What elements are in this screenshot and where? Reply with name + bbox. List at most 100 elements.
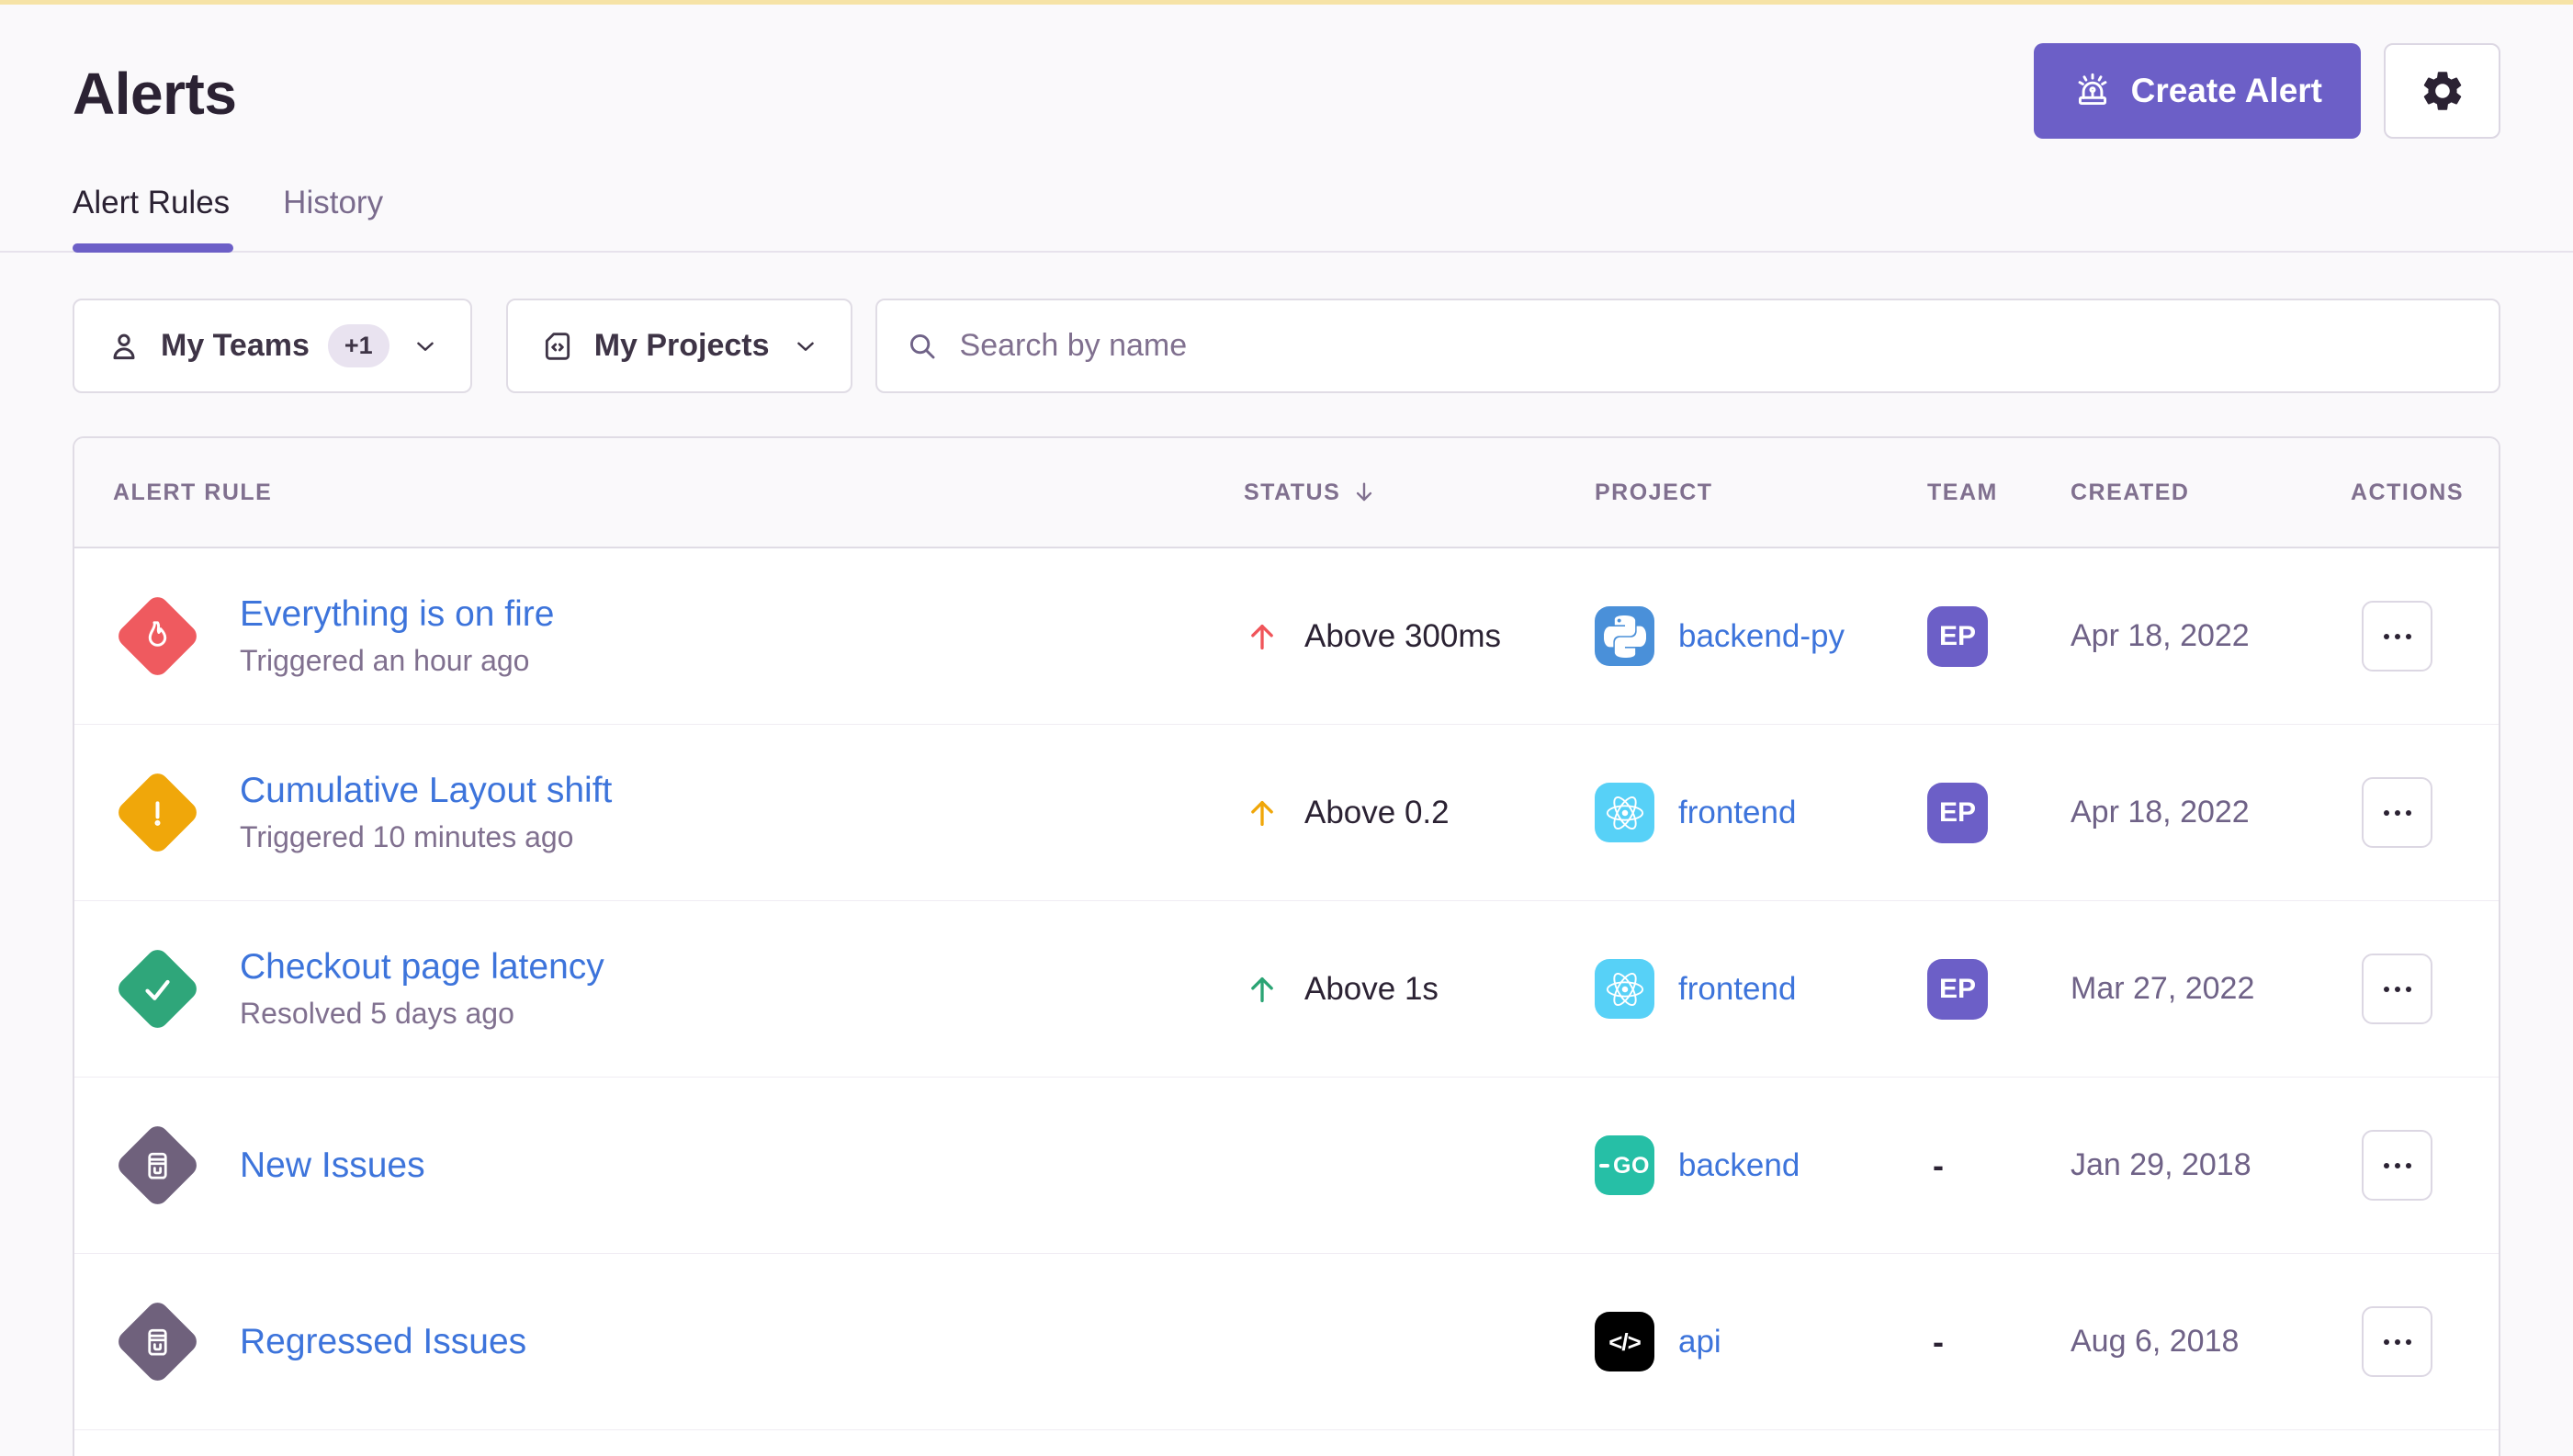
project-icon xyxy=(539,328,576,365)
created-date: Apr 18, 2022 xyxy=(2071,618,2250,653)
alert-rule-cell: New Issues xyxy=(74,1122,1244,1210)
alerts-settings-button[interactable] xyxy=(2384,43,2500,139)
teams-filter-dropdown[interactable]: My Teams +1 xyxy=(73,299,472,393)
teams-filter-label: My Teams xyxy=(161,328,310,363)
project-link[interactable]: backend xyxy=(1678,1146,1800,1183)
team-cell: EP xyxy=(1927,958,2071,1020)
alert-rule-link[interactable]: Cumulative Layout shift xyxy=(240,771,613,810)
table-row: New Issues xyxy=(74,1078,2499,1254)
alert-type-icon xyxy=(113,1298,201,1386)
alert-rule-trigger-status: Triggered an hour ago xyxy=(240,644,530,677)
project-link[interactable]: frontend xyxy=(1678,794,1797,830)
column-header-team: TEAM xyxy=(1927,479,1998,505)
arrow-up-icon xyxy=(1244,971,1281,1008)
python-icon xyxy=(1603,615,1646,658)
alert-rule-cell: Checkout page latency Resolved 5 days ag… xyxy=(74,945,1244,1033)
alert-rule-link[interactable]: New Issues xyxy=(240,1145,425,1185)
create-alert-label: Create Alert xyxy=(2130,72,2322,109)
team-badge: EP xyxy=(1927,605,1988,667)
chevron-down-icon xyxy=(792,333,819,360)
alerts-page: Alerts Create Alert xyxy=(0,5,2573,1456)
alert-rule-link[interactable]: Everything is on fire xyxy=(240,594,555,634)
row-actions-button[interactable] xyxy=(2362,601,2432,672)
tab-bar: Alert Rules History xyxy=(0,185,2573,253)
alert-rule-link[interactable]: Checkout page latency xyxy=(240,947,604,987)
project-link[interactable]: frontend xyxy=(1678,970,1797,1007)
table-row: Everything is on fire Triggered an hour … xyxy=(74,548,2499,725)
status-cell: Above 0.2 xyxy=(1244,795,1595,831)
search-icon xyxy=(905,329,940,364)
team-badge: EP xyxy=(1927,782,1988,843)
created-date: Jan 29, 2018 xyxy=(2071,1147,2251,1182)
status-cell: Above 300ms xyxy=(1244,618,1595,655)
row-actions-button[interactable] xyxy=(2362,1306,2432,1377)
project-cell: GO </> frontend xyxy=(1595,783,1927,842)
actions-cell xyxy=(2361,954,2499,1024)
alert-type-icon xyxy=(113,945,201,1033)
actions-cell xyxy=(2361,1130,2499,1201)
create-alert-button[interactable]: Create Alert xyxy=(2033,43,2361,139)
search-input[interactable] xyxy=(959,328,2471,364)
created-date: Aug 6, 2018 xyxy=(2071,1324,2240,1359)
alert-rule-text: Cumulative Layout shift Triggered 10 min… xyxy=(240,771,612,854)
header-actions: Create Alert xyxy=(2033,43,2500,139)
tab-alert-rules[interactable]: Alert Rules xyxy=(73,185,234,253)
alert-rule-trigger-status: Triggered 10 minutes ago xyxy=(240,820,574,853)
table-row: Cumulative Layout shift Triggered 10 min… xyxy=(74,725,2499,901)
projects-filter-dropdown[interactable]: My Projects xyxy=(505,299,852,393)
alert-rule-cell: Everything is on fire Triggered an hour … xyxy=(74,593,1244,681)
row-actions-button[interactable] xyxy=(2362,777,2432,848)
project-cell: GO </> api xyxy=(1595,1312,1927,1371)
alert-rules-table: ALERT RULE STATUS PROJECT TEAM CREATED A… xyxy=(73,436,2500,1456)
created-date: Apr 18, 2022 xyxy=(2071,795,2250,830)
project-cell: GO </> frontend xyxy=(1595,959,1927,1019)
alert-rule-trigger-status: Resolved 5 days ago xyxy=(240,997,514,1030)
row-actions-button[interactable] xyxy=(2362,954,2432,1024)
issues-icon xyxy=(138,1146,176,1185)
team-cell: - xyxy=(1927,1146,2071,1185)
created-date: Mar 27, 2022 xyxy=(2071,971,2255,1006)
actions-cell xyxy=(2361,1306,2499,1377)
project-link[interactable]: backend-py xyxy=(1678,617,1845,654)
column-header-project: PROJECT xyxy=(1595,479,1713,505)
gear-icon xyxy=(2419,67,2466,115)
project-cell: GO </> backend xyxy=(1595,1135,1927,1195)
team-cell: - xyxy=(1927,1323,2071,1361)
table-row: Regressed Issues xyxy=(74,1254,2499,1430)
project-platform-icon: GO </> xyxy=(1595,783,1654,842)
row-actions-button[interactable] xyxy=(2362,1130,2432,1201)
react-icon xyxy=(1604,968,1646,1010)
siren-icon xyxy=(2072,71,2113,111)
actions-cell xyxy=(2361,601,2499,672)
projects-filter-label: My Projects xyxy=(593,328,770,363)
alert-rule-text: Regressed Issues xyxy=(240,1322,526,1362)
alert-rule-text: New Issues xyxy=(240,1146,425,1186)
team-cell: EP xyxy=(1927,782,2071,843)
alert-rule-cell: Regressed Issues xyxy=(74,1298,1244,1386)
chevron-down-icon xyxy=(412,333,439,360)
alert-rule-text: Everything is on fire Triggered an hour … xyxy=(240,594,555,678)
tab-history[interactable]: History xyxy=(283,185,384,220)
search-box xyxy=(875,299,2500,393)
arrow-up-icon xyxy=(1244,795,1281,831)
column-header-status[interactable]: STATUS xyxy=(1244,478,1595,507)
user-icon xyxy=(106,328,142,365)
alert-rule-cell: Cumulative Layout shift Triggered 10 min… xyxy=(74,769,1244,857)
status-cell: Above 1s xyxy=(1244,971,1595,1008)
project-platform-icon: GO </> xyxy=(1595,959,1654,1019)
top-accent-bar xyxy=(0,0,2573,5)
page-header: Alerts Create Alert xyxy=(73,5,2500,139)
status-threshold: Above 300ms xyxy=(1304,617,1502,654)
alert-type-icon xyxy=(113,1122,201,1210)
table-header-row: ALERT RULE STATUS PROJECT TEAM CREATED A… xyxy=(74,438,2499,548)
column-header-alert-rule: ALERT RULE xyxy=(113,479,273,505)
team-badge: - xyxy=(1933,1322,1944,1360)
table-body: Everything is on fire Triggered an hour … xyxy=(74,548,2499,1430)
table-row: Checkout page latency Resolved 5 days ag… xyxy=(74,901,2499,1078)
alert-rule-link[interactable]: Regressed Issues xyxy=(240,1321,527,1361)
team-badge: - xyxy=(1933,1146,1944,1184)
check-icon xyxy=(137,969,177,1010)
issues-icon xyxy=(138,1323,176,1361)
project-link[interactable]: api xyxy=(1678,1323,1721,1360)
exclamation-icon xyxy=(139,795,175,831)
